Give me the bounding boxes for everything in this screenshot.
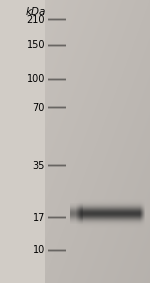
Text: 70: 70 xyxy=(33,102,45,113)
Text: 150: 150 xyxy=(27,40,45,50)
Text: 17: 17 xyxy=(33,213,45,223)
Text: 35: 35 xyxy=(33,160,45,171)
Text: 210: 210 xyxy=(27,15,45,25)
Text: kDa: kDa xyxy=(26,7,46,17)
Text: 10: 10 xyxy=(33,245,45,256)
Text: 100: 100 xyxy=(27,74,45,84)
